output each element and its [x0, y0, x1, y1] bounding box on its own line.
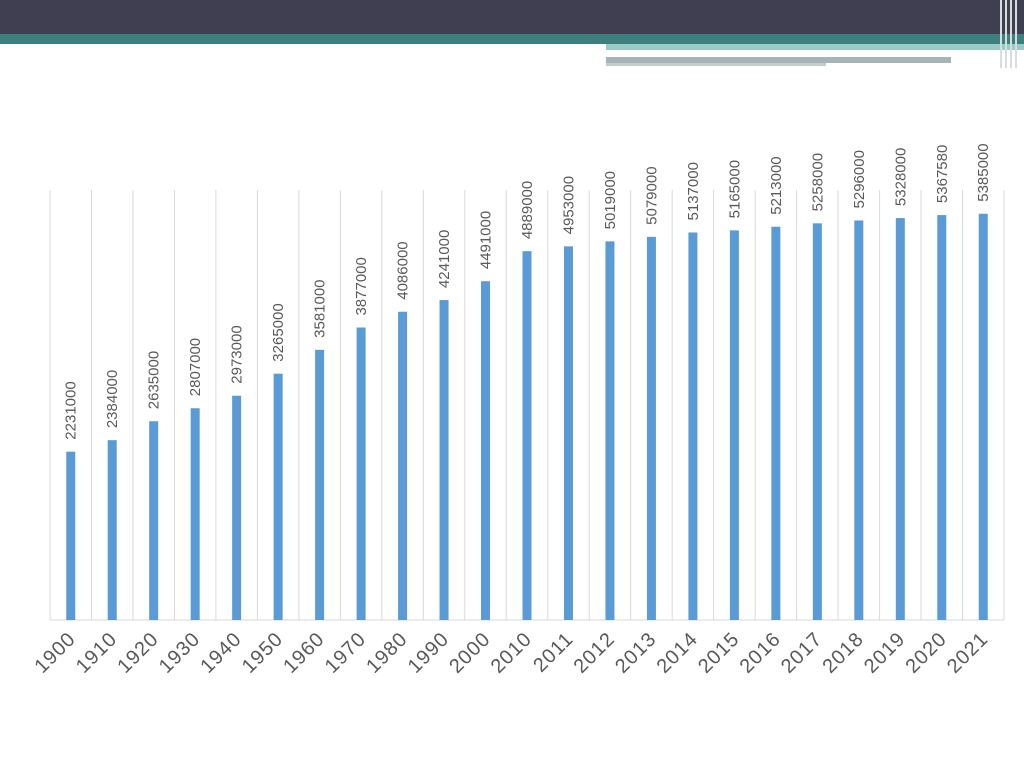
bar-2017: [812, 223, 822, 620]
bar-1950: [273, 373, 283, 620]
header-accent-stripe: [0, 34, 1024, 44]
x-tick-2018: 2018: [819, 628, 869, 678]
bar-2018: [854, 220, 864, 621]
data-label-1910: 2384000: [104, 370, 121, 428]
bar-2000: [481, 281, 491, 620]
x-tick-1940: 1940: [196, 628, 246, 678]
data-label-1930: 2807000: [187, 338, 204, 396]
x-tick-2011: 2011: [529, 628, 578, 677]
corner-decoration: [996, 0, 1024, 70]
bar-1970: [356, 327, 366, 620]
chart-data-labels: 2231000 2384000 2635000 2807000 2973000 32650…: [63, 143, 993, 439]
bar-1990: [439, 300, 449, 620]
bar-2016: [771, 226, 781, 621]
data-label-1970: 3877000: [353, 257, 370, 315]
bar-2021: [978, 213, 988, 620]
data-label-1960: 3581000: [312, 279, 329, 337]
data-label-2017: 5258000: [809, 153, 826, 211]
data-label-2015: 5165000: [726, 160, 743, 218]
x-tick-2017: 2017: [777, 628, 827, 678]
chart-x-axis-labels: 1900191019201930194019501960197019801990…: [30, 628, 992, 678]
bar-2013: [646, 236, 656, 621]
data-label-2020: 5367580: [934, 145, 951, 203]
bar-1900: [66, 451, 76, 620]
x-tick-2019: 2019: [860, 628, 910, 678]
x-tick-2015: 2015: [694, 628, 744, 678]
bar-1960: [315, 349, 325, 620]
bar-1910: [107, 440, 117, 620]
bar-1980: [398, 311, 408, 620]
x-tick-2021: 2021: [943, 628, 993, 678]
data-label-2010: 4889000: [519, 181, 536, 239]
x-tick-1900: 1900: [30, 628, 80, 678]
data-label-2014: 5137000: [685, 162, 702, 220]
x-tick-2016: 2016: [736, 628, 786, 678]
x-tick-2010: 2010: [487, 628, 537, 678]
data-label-2012: 5019000: [602, 171, 619, 229]
x-tick-1910: 1910: [72, 628, 122, 678]
bar-1920: [149, 421, 159, 620]
bar-2011: [563, 246, 573, 620]
data-label-1920: 2635000: [146, 351, 163, 409]
x-tick-2014: 2014: [653, 628, 703, 678]
x-tick-1980: 1980: [362, 628, 412, 678]
x-tick-1990: 1990: [404, 628, 454, 678]
data-label-1900: 2231000: [63, 381, 80, 439]
x-tick-1970: 1970: [321, 628, 371, 678]
x-tick-2012: 2012: [570, 628, 620, 678]
data-label-1950: 3265000: [270, 303, 287, 361]
x-tick-2020: 2020: [901, 628, 951, 678]
data-label-2013: 5079000: [643, 166, 660, 224]
data-label-2018: 5296000: [851, 150, 868, 208]
chart-bars: [66, 213, 988, 621]
bar-2012: [605, 241, 615, 620]
data-label-2016: 5213000: [768, 156, 785, 214]
data-label-1990: 4241000: [436, 230, 453, 288]
x-tick-1950: 1950: [238, 628, 288, 678]
bar-2014: [688, 232, 698, 620]
data-label-1940: 2973000: [229, 325, 246, 383]
data-label-2000: 4491000: [478, 211, 495, 269]
bar-1940: [232, 395, 242, 620]
data-label-2019: 5328000: [892, 148, 909, 206]
data-label-2021: 5385000: [975, 143, 992, 201]
bar-2010: [522, 251, 532, 620]
header-accent-stripe-light: [606, 44, 1024, 50]
x-tick-2000: 2000: [445, 628, 495, 678]
header-bar: [0, 0, 1024, 34]
data-label-2011: 4953000: [560, 176, 577, 234]
x-tick-1960: 1960: [279, 628, 329, 678]
x-tick-1930: 1930: [155, 628, 205, 678]
bar-2020: [937, 215, 947, 620]
data-label-1980: 4086000: [395, 241, 412, 299]
x-tick-1920: 1920: [113, 628, 163, 678]
bar-1930: [190, 408, 200, 620]
decorative-line-short: [606, 63, 826, 66]
bar-2015: [729, 230, 739, 620]
decorative-line: [606, 57, 951, 63]
x-tick-2013: 2013: [611, 628, 661, 678]
bar-2019: [895, 218, 905, 620]
